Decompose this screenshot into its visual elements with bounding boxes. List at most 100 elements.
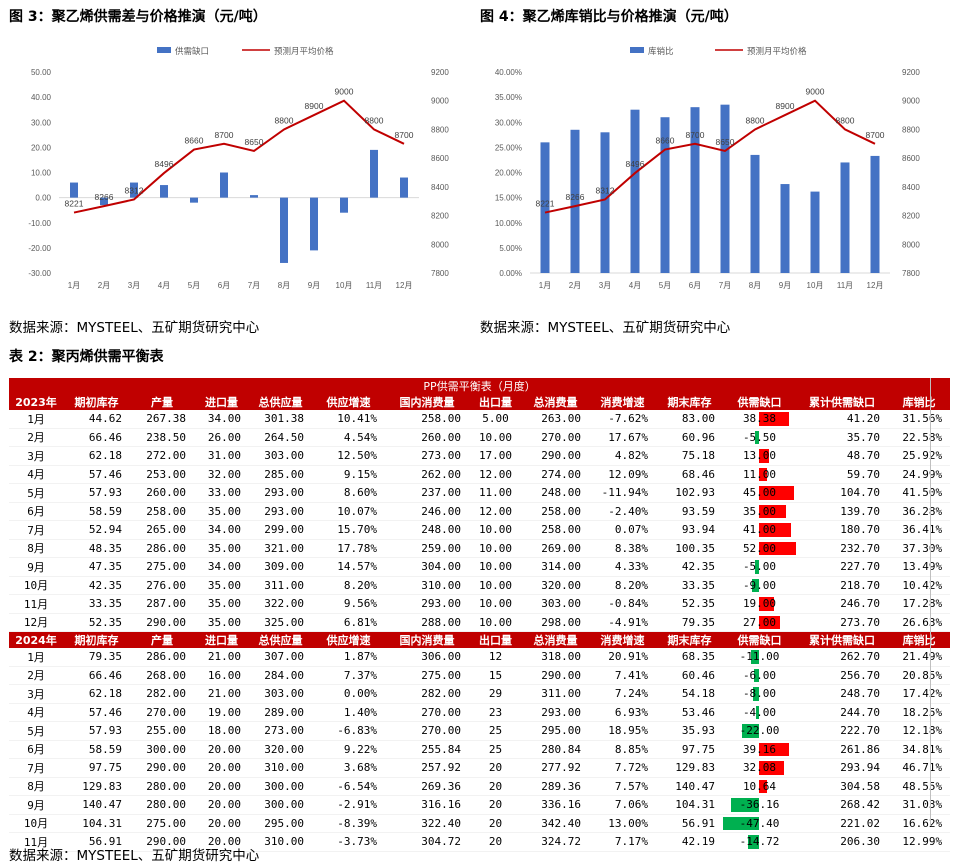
value-cell: 248.00 <box>385 520 469 540</box>
value-cell: 304.00 <box>385 557 469 577</box>
value-cell: 260.00 <box>385 428 469 447</box>
value-cell: 303.00 <box>249 446 312 466</box>
table-row: 12月 52.35 290.00 35.00 325.00 6.81% 288.00 10.0… <box>9 613 951 632</box>
value-cell: 29 <box>469 684 522 704</box>
x-axis-tick: 8月 <box>749 281 761 290</box>
gap-value: -8.00 <box>742 687 777 701</box>
gap-cell: -6.00 <box>723 666 796 685</box>
value-cell: 300.00 <box>130 740 194 759</box>
value-cell: 248.70 <box>796 684 888 704</box>
value-cell: 8.38% <box>589 539 656 558</box>
fig4-chart: 库销比 预测月平均价格 40.00% 35.00% 30.00% 25.00% 20.00%… <box>495 46 920 290</box>
price-label: 8800 <box>746 115 765 125</box>
left-axis-tick: -30.00 <box>28 269 51 278</box>
value-cell: 18.95% <box>589 721 656 741</box>
x-axis-tick: 11月 <box>366 281 382 290</box>
value-cell: 237.00 <box>385 483 469 503</box>
month-cell: 8月 <box>9 777 63 796</box>
pp-balance-table: PP供需平衡表（月度） 2023年 期初库存 产量 进口量 总供应量 供应增速 国内消费量出… <box>9 378 951 852</box>
value-cell: 129.83 <box>63 777 130 796</box>
right-axis-tick: 7800 <box>431 269 449 278</box>
value-cell: 21.49% <box>888 648 951 667</box>
value-cell: 268.00 <box>130 666 194 685</box>
value-cell: 286.00 <box>130 648 194 667</box>
month-cell: 12月 <box>9 613 63 632</box>
left-axis-tick: -10.00 <box>28 219 51 228</box>
value-cell: 21.00 <box>194 684 249 704</box>
gap-cell: -11.00 <box>723 648 796 667</box>
value-cell: 56.91 <box>63 832 130 852</box>
value-cell: 32.00 <box>194 465 249 484</box>
value-cell: 35.70 <box>796 428 888 447</box>
x-axis-tick: 6月 <box>218 281 230 290</box>
table-row: 2月 66.46 268.00 16.00 284.00 7.37% 275.00 15 290… <box>9 666 951 685</box>
value-cell: 295.00 <box>522 721 589 741</box>
value-cell: 295.00 <box>249 814 312 833</box>
price-label: 9000 <box>335 87 354 97</box>
legend-line-label: 预测月平均价格 <box>274 46 334 56</box>
legend-bar-label: 供需缺口 <box>175 46 209 56</box>
value-cell: 322.40 <box>385 814 469 833</box>
value-cell: 20.00 <box>194 832 249 852</box>
gap-value: 13.00 <box>742 449 777 463</box>
month-cell: 4月 <box>9 465 63 484</box>
value-cell: 260.00 <box>130 483 194 503</box>
value-cell: 261.86 <box>796 740 888 759</box>
value-cell: -7.62% <box>589 410 656 429</box>
price-label: 8496 <box>626 159 645 169</box>
value-cell: 129.83 <box>656 758 723 778</box>
x-axis-tick: 6月 <box>689 281 701 290</box>
value-cell: 100.35 <box>656 539 723 558</box>
table-row: 10月 104.31 275.00 20.00 295.00 -8.39% 322.40 20… <box>9 814 951 833</box>
value-cell: 310.00 <box>249 832 312 852</box>
gap-value: 11.00 <box>742 467 777 481</box>
value-cell: 12.00 <box>469 465 522 484</box>
right-axis-tick: 8400 <box>431 183 449 192</box>
value-cell: 8.20% <box>312 576 385 595</box>
value-cell: 318.00 <box>522 648 589 667</box>
price-label: 8496 <box>155 159 174 169</box>
gap-value: -11.00 <box>739 650 780 664</box>
month-cell: 2月 <box>9 666 63 685</box>
column-header: 供需缺口 <box>723 631 796 648</box>
value-cell: 1.87% <box>312 648 385 667</box>
value-cell: 303.00 <box>522 594 589 614</box>
gap-databar <box>750 650 759 664</box>
right-axis-tick: 8800 <box>431 125 449 134</box>
value-cell: 23 <box>469 703 522 722</box>
value-cell: 10.07% <box>312 502 385 521</box>
value-cell: 336.16 <box>522 795 589 815</box>
value-cell: 44.62 <box>63 410 130 429</box>
legend-bar-swatch <box>157 47 171 53</box>
value-cell: 35.00 <box>194 613 249 632</box>
value-cell: 304.72 <box>385 832 469 852</box>
value-cell: 93.94 <box>656 520 723 540</box>
price-label: 8312 <box>125 185 144 195</box>
value-cell: 62.18 <box>63 446 130 466</box>
gap-databar <box>755 705 759 719</box>
value-cell: 14.57% <box>312 557 385 577</box>
table-row: 7月 97.75 290.00 20.00 310.00 3.68% 257.92 20 277… <box>9 758 951 778</box>
price-label: 8660 <box>185 136 204 146</box>
value-cell: 322.00 <box>249 594 312 614</box>
value-cell: 34.00 <box>194 557 249 577</box>
left-axis-tick: 0.00% <box>499 269 522 278</box>
value-cell: 48.55% <box>888 777 951 796</box>
value-cell: 325.00 <box>249 613 312 632</box>
value-cell: 270.00 <box>385 721 469 741</box>
value-cell: 262.70 <box>796 648 888 667</box>
value-cell: -6.83% <box>312 721 385 741</box>
right-axis-tick: 8600 <box>431 154 449 163</box>
gap-databar <box>759 597 774 611</box>
gap-value: 32.08 <box>742 761 777 775</box>
fig3-title: 图 3：聚乙烯供需差与价格推演（元/吨） <box>9 9 267 25</box>
column-header: 库销比 <box>888 394 951 410</box>
column-header: 消费增速 <box>589 394 656 410</box>
value-cell: 20.00 <box>194 814 249 833</box>
month-cell: 7月 <box>9 520 63 540</box>
value-cell: 20.91% <box>589 648 656 667</box>
x-axis-tick: 9月 <box>308 281 320 290</box>
value-cell: 48.35 <box>63 539 130 558</box>
value-cell: 53.46 <box>656 703 723 722</box>
right-axis-tick: 7800 <box>902 269 920 278</box>
